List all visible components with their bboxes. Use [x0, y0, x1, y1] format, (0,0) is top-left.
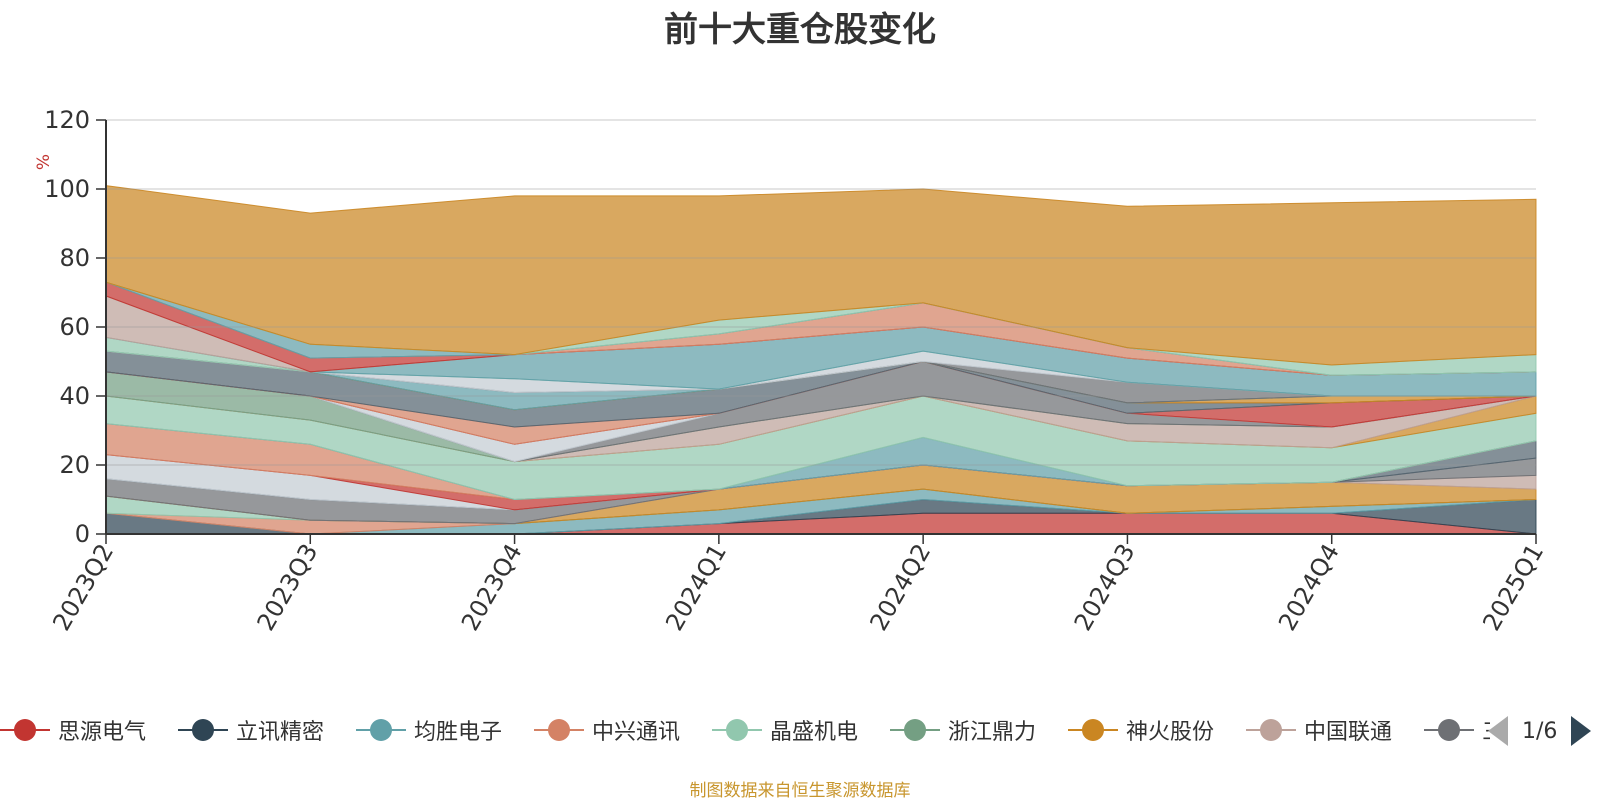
legend-marker-icon	[178, 712, 228, 748]
legend-marker-icon	[1246, 712, 1296, 748]
legend-label: 浙江鼎力	[948, 720, 1037, 745]
legend-item-0[interactable]: 思源电气	[0, 712, 146, 748]
legend-pager: 1/6	[1488, 714, 1592, 748]
legend-label: 中国联通	[1304, 720, 1393, 745]
legend-marker-icon	[890, 712, 940, 748]
chart-title: 前十大重仓股变化	[664, 10, 936, 50]
x-tick-label-3: 2024Q1	[660, 539, 732, 635]
x-tick-label-4: 2024Q2	[864, 539, 936, 635]
y-tick-label-4: 80	[59, 244, 90, 272]
legend-next-page-icon[interactable]	[1571, 716, 1592, 746]
y-axis-unit-label: %	[34, 154, 54, 170]
legend-marker-icon	[534, 712, 584, 748]
x-tick-label-1: 2023Q3	[252, 539, 324, 635]
y-tick-label-0: 0	[75, 520, 90, 548]
legend-item-3[interactable]: 中兴通讯	[534, 712, 680, 748]
y-tick-label-5: 100	[44, 175, 90, 203]
x-tick-label-0: 2023Q2	[47, 539, 119, 635]
legend-marker-icon	[356, 712, 406, 748]
legend-item-4[interactable]: 晶盛机电	[712, 712, 858, 748]
area-series-34	[105, 185, 1537, 366]
legend-item-7[interactable]: 中国联通	[1246, 712, 1392, 748]
legend-page-indicator: 1/6	[1522, 718, 1558, 744]
x-tick-label-6: 2024Q4	[1273, 539, 1345, 635]
legend-label: 均胜电子	[414, 720, 503, 745]
legend-label: 三	[1482, 714, 1490, 746]
legend-label: 思源电气	[58, 720, 147, 745]
legend-item-8[interactable]: 三	[1424, 712, 1490, 748]
legend-label: 中兴通讯	[592, 720, 681, 745]
data-source-note: 制图数据来自恒生聚源数据库	[689, 781, 911, 800]
legend-marker-icon	[0, 712, 50, 748]
x-tick-label-7: 2025Q1	[1477, 539, 1549, 635]
legend-item-2[interactable]: 均胜电子	[356, 712, 502, 748]
x-tick-label-2: 2023Q4	[456, 539, 528, 635]
legend-prev-page-icon[interactable]	[1488, 716, 1508, 746]
y-tick-label-2: 40	[59, 382, 90, 410]
chart-legend: 思源电气 立讯精密 均胜电子 中兴通讯 晶盛机电 浙江鼎力 神火股份 中国联通 三	[0, 712, 1490, 748]
legend-item-6[interactable]: 神火股份	[1068, 712, 1214, 748]
legend-label: 晶盛机电	[770, 720, 859, 745]
x-tick-label-5: 2024Q3	[1069, 539, 1141, 635]
y-tick-label-3: 60	[59, 313, 90, 341]
legend-marker-icon	[712, 712, 762, 748]
legend-marker-icon	[1068, 712, 1118, 748]
legend-item-5[interactable]: 浙江鼎力	[890, 712, 1036, 748]
legend-item-1[interactable]: 立讯精密	[178, 712, 324, 748]
y-tick-label-1: 20	[59, 451, 90, 479]
y-tick-label-6: 120	[44, 106, 90, 134]
legend-marker-icon	[1424, 712, 1474, 748]
legend-label: 神火股份	[1126, 720, 1215, 745]
legend-label: 立讯精密	[236, 720, 325, 745]
